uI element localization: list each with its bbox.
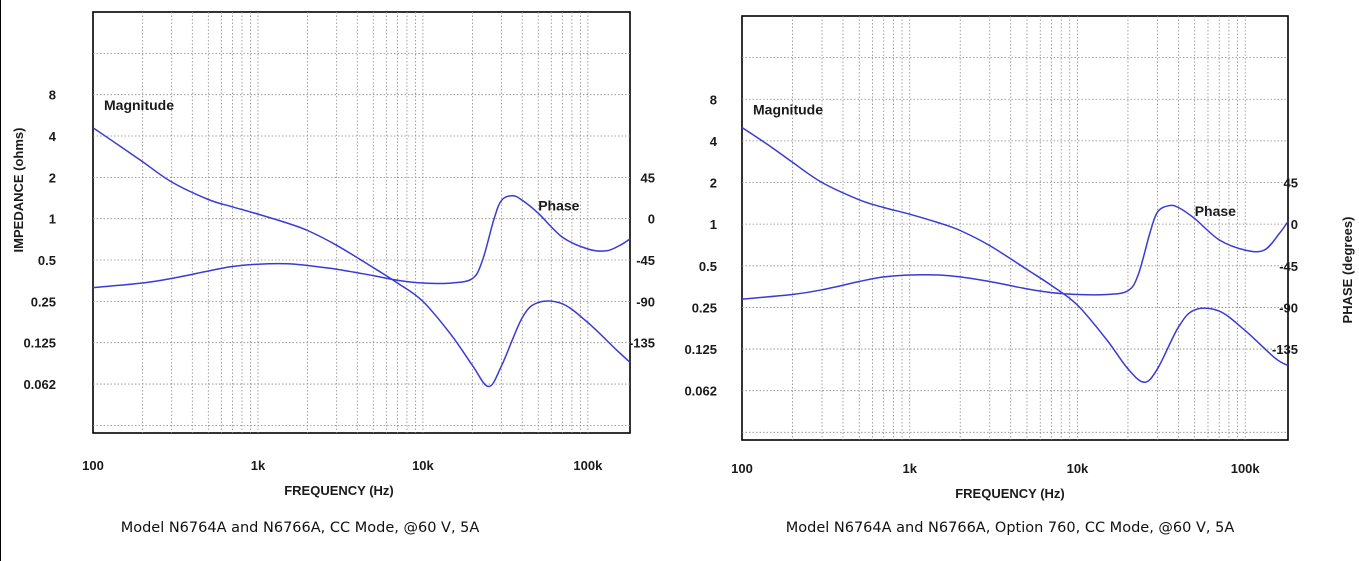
plot-area — [741, 15, 1289, 441]
magnitude-curve — [741, 126, 1289, 383]
y2-tick-label: -135 — [629, 336, 655, 351]
y-tick-label: 0.062 — [684, 384, 717, 399]
x-tick-label: 10k — [412, 458, 434, 473]
phase-curve — [92, 194, 631, 289]
y-tick-label: 8 — [710, 92, 717, 107]
y-tick-label: 0.5 — [699, 259, 717, 274]
y2-tick-label: -45 — [1279, 259, 1298, 274]
x-tick-label: 10k — [1067, 461, 1089, 476]
impedance-chart-standard: IMPEDANCE (ohms) FREQUENCY (Hz) Model N6… — [11, 11, 655, 536]
plot-frame — [92, 11, 631, 434]
series-label-magnitude: Magnitude — [104, 97, 174, 113]
y-tick-label: 0.5 — [38, 253, 56, 268]
y-axis-label: IMPEDANCE (ohms) — [11, 128, 26, 253]
y-tick-label: 1 — [49, 212, 56, 227]
plot-area — [92, 11, 631, 434]
x-axis-label: FREQUENCY (Hz) — [955, 486, 1065, 501]
y-tick-label: 0.25 — [692, 300, 717, 315]
x-tick-label: 100 — [731, 461, 753, 476]
y-tick-label: 4 — [49, 129, 57, 144]
y-tick-label: 0.062 — [23, 377, 56, 392]
x-tick-label: 100k — [1231, 461, 1261, 476]
x-tick-label: 1k — [902, 461, 917, 476]
y-tick-label: 0.125 — [684, 342, 717, 357]
x-tick-label: 100 — [82, 458, 104, 473]
impedance-chart-option-760: PHASE (degrees) FREQUENCY (Hz) Model N67… — [684, 15, 1355, 536]
y2-tick-label: -45 — [636, 253, 655, 268]
y2-tick-label: -90 — [636, 294, 655, 309]
frame-border — [0, 0, 1, 561]
x-axis-label: FREQUENCY (Hz) — [284, 483, 394, 498]
y-tick-label: 1 — [710, 217, 717, 232]
grid — [742, 16, 1288, 440]
series-label-magnitude: Magnitude — [753, 102, 823, 118]
y2-tick-label: -90 — [1279, 300, 1298, 315]
y2-axis-label: PHASE (degrees) — [1340, 217, 1355, 324]
phase-curve — [741, 204, 1289, 300]
y-tick-label: 4 — [710, 134, 718, 149]
y-tick-label: 0.25 — [31, 294, 56, 309]
y-tick-label: 2 — [49, 170, 56, 185]
y2-tick-label: 0 — [648, 212, 655, 227]
y2-tick-label: -135 — [1272, 342, 1298, 357]
chart-caption: Model N6764A and N6766A, Option 760, CC … — [786, 520, 1235, 536]
chart-caption: Model N6764A and N6766A, CC Mode, @60 V,… — [121, 520, 480, 536]
y2-tick-label: 0 — [1291, 217, 1298, 232]
grid — [93, 12, 630, 433]
y-tick-label: 0.125 — [23, 336, 56, 351]
series-label-phase: Phase — [1195, 203, 1236, 219]
y-tick-label: 2 — [710, 176, 717, 191]
magnitude-curve — [92, 127, 631, 388]
plot-frame — [741, 15, 1289, 441]
x-tick-label: 1k — [251, 458, 266, 473]
y-tick-label: 8 — [49, 88, 56, 103]
x-tick-label: 100k — [573, 458, 603, 473]
y2-tick-label: 45 — [641, 170, 655, 185]
y2-tick-label: 45 — [1284, 176, 1298, 191]
series-label-phase: Phase — [538, 197, 579, 213]
